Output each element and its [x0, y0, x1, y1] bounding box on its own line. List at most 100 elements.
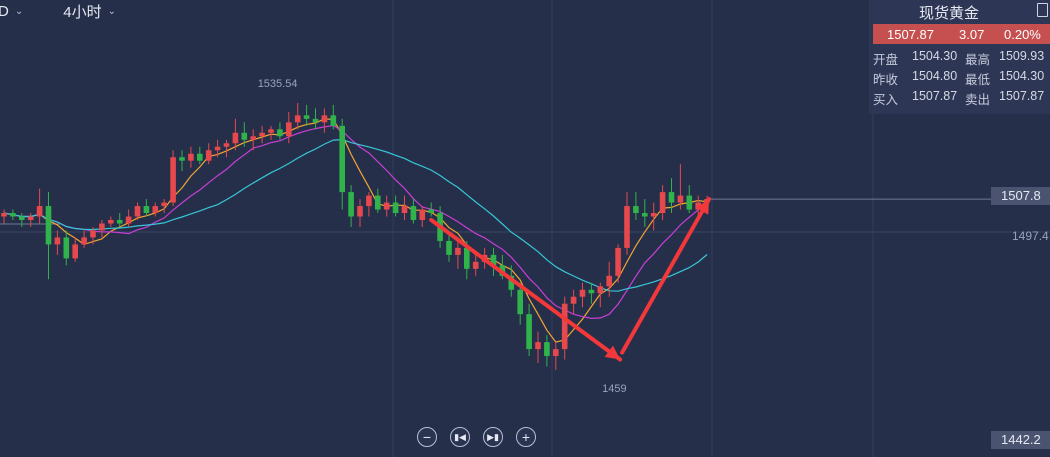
candle-body	[54, 237, 61, 245]
candle-body	[392, 202, 399, 214]
candle-body	[170, 157, 176, 203]
period-selector[interactable]: 4小时	[63, 3, 102, 21]
candle-body	[455, 247, 461, 255]
low-label: 最低	[965, 73, 991, 87]
candle-body	[508, 275, 515, 290]
candle-body	[686, 195, 693, 210]
candle-body	[197, 153, 203, 161]
chevron-down-icon[interactable]: ⌄	[14, 5, 24, 17]
candle-body	[10, 213, 16, 217]
high-label: 最高	[965, 53, 991, 67]
annotation-label: 1459	[602, 383, 626, 395]
symbol-label[interactable]: D	[0, 2, 9, 20]
zoom-out-button[interactable]: −	[417, 427, 437, 447]
candle-body	[63, 237, 70, 259]
price-change: 3.07	[959, 26, 985, 42]
step-back-button[interactable]: ▮◀	[450, 427, 470, 447]
arrow-head	[696, 199, 710, 215]
candle-body	[544, 342, 550, 357]
candle-body	[606, 275, 612, 287]
candle-body	[677, 195, 684, 203]
chevron-down-icon[interactable]: ⌄	[107, 5, 116, 17]
candle-body	[659, 192, 666, 214]
candle-body	[90, 230, 96, 238]
candle-body	[570, 296, 577, 304]
price-row: 1507.87 3.07 0.20%	[873, 24, 1050, 44]
candle-body	[27, 216, 34, 220]
open-value: 1504.30	[912, 49, 958, 63]
candle-body	[490, 254, 497, 266]
candle-body	[330, 115, 337, 126]
candle-body	[357, 206, 363, 217]
arrow-head	[604, 345, 621, 360]
candle-body	[152, 206, 159, 214]
candle-body	[223, 143, 230, 147]
candle-body	[366, 195, 372, 207]
candle-body	[205, 150, 212, 161]
candle-body	[553, 349, 559, 357]
candle-body	[410, 206, 417, 220]
zoom-controls: − ▮◀ ▶▮ +	[417, 427, 549, 447]
candle-body	[526, 314, 532, 350]
candle-body	[668, 192, 675, 203]
quote-panel: 现货黄金 1507.87 3.07 0.20% 开盘 1504.30 最高 15…	[869, 0, 1050, 114]
candle-body	[695, 202, 701, 210]
ma5-line	[3, 118, 708, 343]
sell-value: 1507.87	[999, 89, 1045, 103]
low-value: 1504.30	[999, 69, 1045, 83]
step-forward-button[interactable]: ▶▮	[483, 427, 503, 447]
price-change-pct: 0.20%	[1004, 26, 1041, 42]
candle-body	[464, 247, 470, 269]
candle-body	[383, 202, 390, 210]
candle-body	[268, 129, 274, 133]
candle-body	[615, 247, 621, 276]
candle-body	[1, 213, 7, 217]
zoom-in-button[interactable]: +	[516, 427, 536, 447]
candle-body	[179, 157, 185, 161]
candle-body	[45, 206, 52, 245]
candle-body	[401, 206, 408, 214]
candle-body	[321, 115, 328, 123]
annotation-label: 1535.54	[258, 78, 298, 90]
candle-body	[72, 244, 78, 259]
candle-body	[446, 240, 452, 255]
candle-body	[472, 261, 479, 269]
candle-body	[161, 202, 167, 207]
axis-label-bottom: 1442.2	[991, 431, 1050, 449]
candle-body	[294, 115, 301, 123]
candle-body	[108, 220, 114, 224]
candle-body	[277, 129, 283, 137]
moving-average-lines	[3, 118, 708, 343]
prev-close-value: 1504.80	[912, 69, 958, 83]
candle-body	[428, 209, 434, 214]
axis-label-mid: 1497.4	[1012, 229, 1049, 243]
candle-body	[214, 146, 221, 151]
candle-body	[286, 122, 292, 137]
candles	[1, 103, 710, 370]
price-annotations: 1535.54 1459	[258, 78, 627, 395]
candle-body	[188, 153, 194, 161]
candle-body	[303, 115, 310, 119]
candle-body	[535, 342, 541, 350]
candle-body	[642, 213, 648, 217]
candle-body	[624, 206, 630, 248]
candle-body	[375, 195, 381, 210]
last-price: 1507.87	[887, 26, 934, 42]
trend-arrows	[429, 197, 712, 362]
candle-body	[99, 223, 105, 231]
candle-body	[561, 303, 568, 350]
candle-body	[116, 220, 123, 224]
sell-label: 卖出	[965, 93, 991, 107]
candle-body	[517, 289, 523, 315]
candle-body	[633, 206, 639, 214]
candle-body	[143, 206, 150, 214]
candle-body	[579, 289, 586, 297]
buy-value: 1507.87	[912, 89, 958, 103]
document-icon[interactable]	[1037, 3, 1048, 17]
buy-label: 买入	[873, 93, 899, 107]
trend-arrow	[429, 218, 623, 362]
prev-close-label: 昨收	[873, 73, 899, 87]
chart-toolbar: D ⌄ 4小时 ⌄	[0, 0, 116, 22]
high-value: 1509.93	[999, 49, 1045, 63]
